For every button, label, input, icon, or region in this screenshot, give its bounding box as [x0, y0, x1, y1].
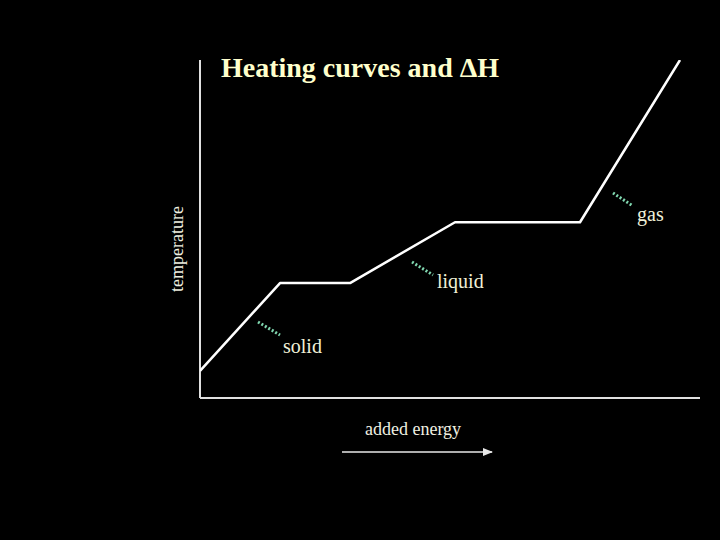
x-arrow [342, 451, 492, 453]
chart: Heating curves and ΔH temperature added en… [0, 0, 720, 540]
y-axis-label: temperature [167, 206, 187, 292]
annotation-leader [613, 193, 633, 206]
title: Heating curves and ΔH [221, 52, 499, 83]
annotation-leader [258, 322, 280, 335]
chart-root: Heating curves and ΔH temperature added en… [0, 0, 720, 540]
annotation: gas [637, 203, 664, 226]
y-axis [199, 60, 201, 398]
annotation-leader [412, 262, 433, 275]
x-axis-label: added energy [365, 419, 461, 439]
x-axis [200, 397, 700, 399]
heating-curve [200, 60, 680, 371]
annotation: liquid [437, 270, 484, 293]
annotation: solid [283, 335, 322, 357]
plot-area [200, 60, 680, 371]
